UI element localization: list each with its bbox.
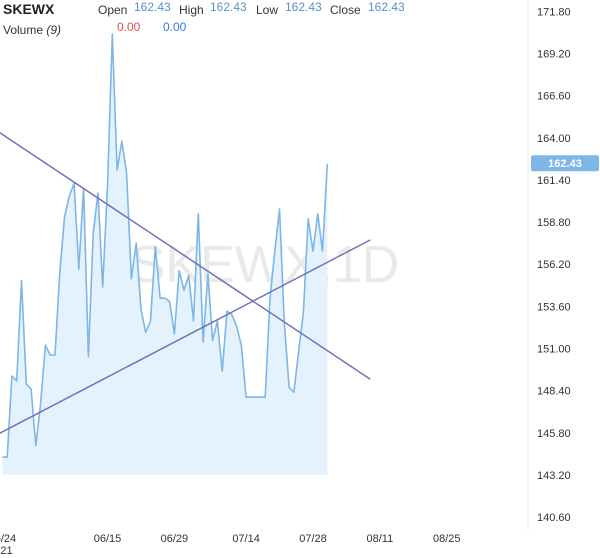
volume-label-text: Volume [3,23,44,37]
x-tick-label: 07/14 [232,533,260,545]
price-area-fill [2,34,328,475]
y-tick-label: 143.20 [537,470,571,482]
y-tick-label: 161.40 [537,175,571,187]
y-tick-label: 156.20 [537,259,571,271]
volume-label: Volume (9) [3,23,61,37]
x-tick-label: 05/24 [0,533,16,545]
x-tick-label: 06/29 [161,533,189,545]
low-label: Low [256,3,279,17]
y-tick-label: 148.40 [537,386,571,398]
y-tick-label: 140.60 [537,512,571,524]
volume-value-2: 0.00 [163,20,187,34]
y-tick-label: 145.80 [537,428,571,440]
low-value: 162.43 [285,0,322,14]
trendline-up [0,239,371,434]
close-label: Close [330,3,361,17]
open-label: Open [98,3,128,17]
y-tick-label: 166.60 [537,91,571,103]
symbol-label: SKEWX [3,1,55,17]
last-price-tag [531,155,599,172]
x-tick-label: 08/11 [367,533,394,545]
volume-period: (9) [46,23,62,37]
x-tick-label: 06/15 [94,533,122,545]
y-tick-label: 171.80 [537,6,571,18]
x-tick-label: 08/25 [433,533,461,545]
high-label: High [179,3,204,17]
last-price-tag-label: 162.43 [548,158,582,170]
y-tick-label: 169.20 [537,48,571,60]
y-tick-label: 158.80 [537,217,571,229]
open-value: 162.43 [134,0,171,14]
volume-value-1: 0.00 [117,20,141,34]
x-tick-sublabel: 2021 [0,545,13,557]
x-tick-label: 07/28 [299,533,327,545]
y-tick-label: 153.60 [537,301,571,313]
watermark-text: SKEWX,1D [131,236,400,294]
price-line [2,33,329,458]
y-tick-label: 164.00 [537,133,571,145]
high-value: 162.43 [210,0,247,14]
trendline-down [0,131,371,380]
close-value: 162.43 [368,0,405,14]
y-tick-label: 151.00 [537,343,571,355]
